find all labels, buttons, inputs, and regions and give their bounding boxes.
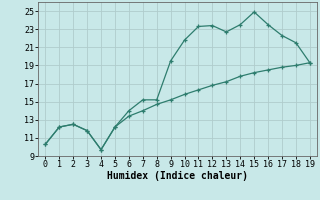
X-axis label: Humidex (Indice chaleur): Humidex (Indice chaleur): [107, 171, 248, 181]
